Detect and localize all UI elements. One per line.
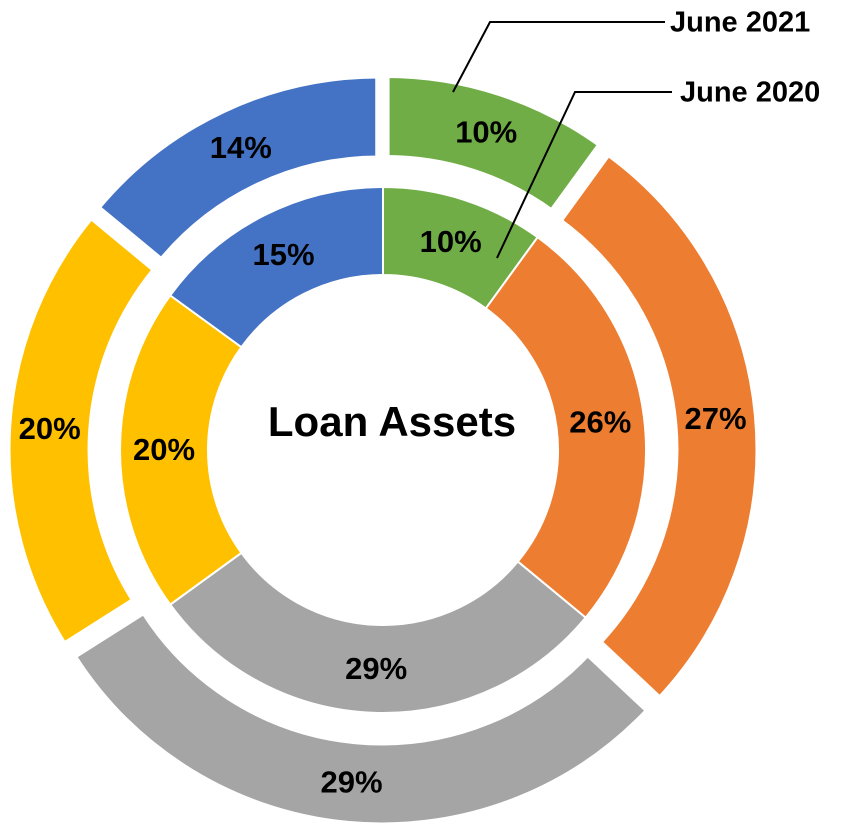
data-label: 29% (345, 651, 407, 686)
data-label: 14% (210, 130, 272, 165)
donut-slice (119, 294, 243, 606)
series-label: June 2020 (680, 77, 820, 109)
data-label: 29% (321, 765, 383, 800)
leader-line (452, 21, 665, 93)
donut-slice (168, 551, 588, 714)
donut-slice (553, 148, 763, 705)
donut-slice (168, 185, 384, 349)
donut-slice (484, 235, 647, 620)
data-label: 20% (19, 411, 81, 446)
data-label: 10% (455, 115, 517, 150)
donut-slice (68, 606, 654, 825)
donut-slice (91, 71, 383, 267)
data-label: 20% (133, 432, 195, 467)
data-label: 27% (684, 401, 746, 436)
donut-slice (3, 211, 161, 651)
chart-title: Loan Assets (268, 398, 516, 445)
data-label: 26% (569, 405, 631, 440)
data-label: 15% (253, 237, 315, 272)
series-label: June 2021 (670, 7, 810, 39)
data-label: 10% (420, 224, 482, 259)
donut-slice (382, 70, 607, 218)
leader-line (496, 91, 672, 259)
